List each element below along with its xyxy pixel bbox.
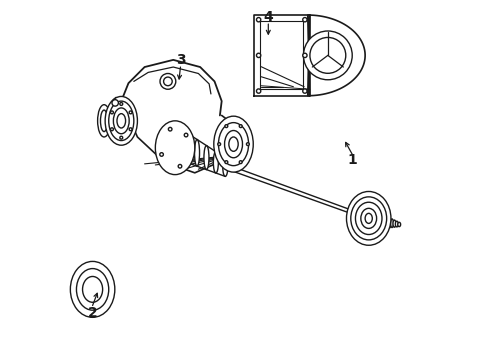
Ellipse shape bbox=[82, 276, 102, 302]
Ellipse shape bbox=[219, 123, 248, 166]
Ellipse shape bbox=[361, 208, 377, 228]
Ellipse shape bbox=[223, 158, 228, 176]
Ellipse shape bbox=[386, 217, 389, 228]
Circle shape bbox=[303, 89, 307, 93]
Ellipse shape bbox=[204, 145, 209, 170]
Ellipse shape bbox=[76, 269, 109, 310]
Ellipse shape bbox=[360, 211, 364, 221]
Ellipse shape bbox=[195, 139, 199, 166]
Text: 3: 3 bbox=[175, 53, 185, 67]
Ellipse shape bbox=[170, 140, 180, 156]
Text: 2: 2 bbox=[88, 306, 98, 320]
Ellipse shape bbox=[113, 108, 129, 134]
Text: 1: 1 bbox=[348, 153, 358, 167]
Text: 4: 4 bbox=[264, 10, 273, 24]
Ellipse shape bbox=[100, 110, 108, 132]
Circle shape bbox=[225, 161, 228, 163]
Ellipse shape bbox=[163, 131, 188, 165]
Circle shape bbox=[112, 100, 119, 106]
Circle shape bbox=[160, 73, 176, 89]
Circle shape bbox=[246, 143, 249, 145]
Circle shape bbox=[239, 125, 242, 127]
Ellipse shape bbox=[224, 131, 243, 158]
Ellipse shape bbox=[117, 114, 125, 128]
Circle shape bbox=[303, 18, 307, 22]
Circle shape bbox=[310, 37, 346, 73]
Ellipse shape bbox=[350, 205, 355, 220]
Ellipse shape bbox=[109, 101, 134, 140]
Circle shape bbox=[256, 18, 261, 22]
Ellipse shape bbox=[351, 197, 387, 240]
Ellipse shape bbox=[395, 221, 398, 227]
Ellipse shape bbox=[166, 135, 184, 160]
Circle shape bbox=[129, 128, 132, 131]
Ellipse shape bbox=[185, 134, 190, 163]
Ellipse shape bbox=[213, 152, 219, 173]
Circle shape bbox=[169, 127, 172, 131]
Circle shape bbox=[120, 103, 122, 105]
Ellipse shape bbox=[388, 218, 391, 228]
Ellipse shape bbox=[214, 116, 253, 172]
Circle shape bbox=[164, 77, 172, 86]
Circle shape bbox=[239, 161, 242, 163]
Circle shape bbox=[129, 111, 132, 114]
Circle shape bbox=[160, 153, 163, 156]
Ellipse shape bbox=[155, 121, 195, 175]
Ellipse shape bbox=[71, 261, 115, 318]
Ellipse shape bbox=[383, 216, 386, 228]
Ellipse shape bbox=[105, 96, 137, 145]
Circle shape bbox=[111, 111, 113, 114]
Ellipse shape bbox=[391, 219, 393, 228]
Circle shape bbox=[303, 53, 307, 58]
Ellipse shape bbox=[346, 192, 391, 245]
Circle shape bbox=[256, 89, 261, 93]
Circle shape bbox=[111, 128, 113, 131]
Circle shape bbox=[178, 165, 182, 168]
Circle shape bbox=[120, 136, 122, 139]
Ellipse shape bbox=[364, 213, 368, 221]
Ellipse shape bbox=[355, 208, 359, 220]
Ellipse shape bbox=[98, 105, 111, 137]
Ellipse shape bbox=[355, 202, 382, 234]
Ellipse shape bbox=[159, 126, 191, 170]
Circle shape bbox=[256, 53, 261, 58]
Ellipse shape bbox=[398, 222, 401, 226]
Ellipse shape bbox=[365, 213, 372, 224]
Ellipse shape bbox=[229, 137, 238, 151]
Ellipse shape bbox=[393, 220, 396, 227]
Circle shape bbox=[303, 31, 352, 80]
Circle shape bbox=[225, 125, 228, 127]
Circle shape bbox=[218, 143, 220, 145]
Circle shape bbox=[184, 133, 188, 137]
